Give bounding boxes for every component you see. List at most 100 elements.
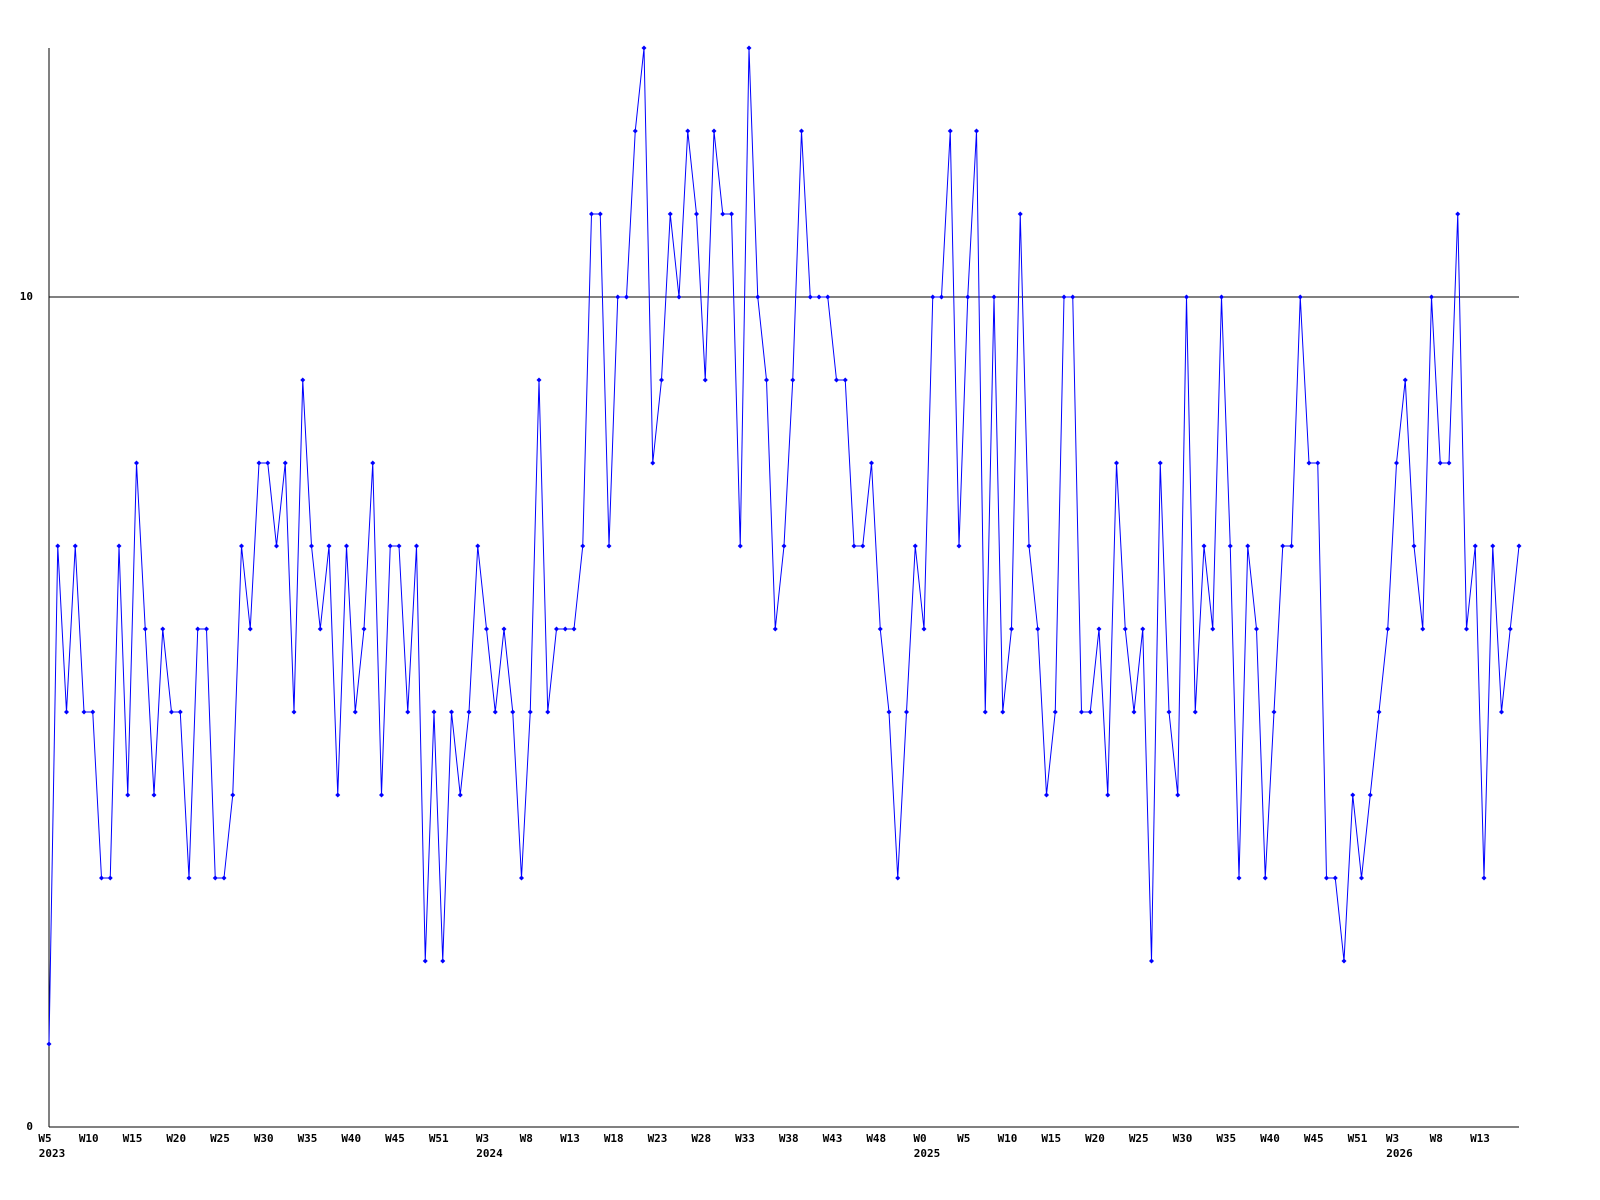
data-point bbox=[492, 709, 498, 715]
data-point bbox=[457, 792, 463, 798]
year-label: 2024 bbox=[476, 1147, 503, 1160]
data-point bbox=[125, 792, 131, 798]
data-point bbox=[1105, 792, 1111, 798]
x-tick-label: W51 bbox=[1348, 1132, 1368, 1145]
x-tick-label: W5 bbox=[38, 1132, 51, 1145]
data-point bbox=[956, 543, 962, 549]
data-point bbox=[1289, 543, 1294, 549]
x-tick-label: W8 bbox=[1430, 1132, 1443, 1145]
x-tick-label: W3 bbox=[476, 1132, 489, 1145]
data-point bbox=[256, 460, 262, 466]
data-point bbox=[1157, 460, 1163, 466]
data-point bbox=[1052, 709, 1058, 715]
data-point bbox=[212, 875, 218, 881]
data-point bbox=[160, 626, 166, 632]
data-point bbox=[387, 543, 393, 549]
data-point bbox=[1481, 875, 1487, 881]
data-point bbox=[1219, 294, 1224, 300]
data-point bbox=[781, 543, 787, 549]
data-point bbox=[851, 543, 857, 549]
data-point bbox=[947, 128, 953, 134]
data-point bbox=[1000, 709, 1006, 715]
x-tick-label: W15 bbox=[1041, 1132, 1061, 1145]
data-point bbox=[204, 626, 209, 632]
data-point bbox=[624, 294, 629, 300]
y-tick-label: 10 bbox=[20, 290, 33, 303]
data-point bbox=[1490, 543, 1496, 549]
data-point bbox=[300, 377, 306, 383]
data-point bbox=[309, 543, 314, 549]
data-point bbox=[1009, 626, 1014, 632]
data-point bbox=[991, 294, 997, 300]
x-tick-label: W38 bbox=[779, 1132, 799, 1145]
data-point bbox=[860, 543, 866, 549]
data-point bbox=[921, 626, 927, 632]
data-point bbox=[1026, 543, 1032, 549]
data-point bbox=[615, 294, 621, 300]
x-tick-label: W0 bbox=[913, 1132, 926, 1145]
data-point bbox=[422, 958, 428, 964]
data-point bbox=[790, 377, 796, 383]
data-point bbox=[895, 875, 901, 881]
data-point bbox=[361, 626, 367, 632]
data-point bbox=[1306, 460, 1312, 466]
data-point bbox=[877, 626, 883, 632]
data-point bbox=[55, 543, 61, 549]
year-label: 2026 bbox=[1386, 1147, 1413, 1160]
data-point bbox=[799, 128, 804, 134]
data-point bbox=[1385, 626, 1391, 632]
data-point bbox=[1332, 875, 1338, 881]
data-point bbox=[326, 543, 332, 549]
data-point bbox=[834, 377, 839, 383]
data-point bbox=[1499, 709, 1504, 715]
data-point bbox=[405, 709, 411, 715]
x-tick-label: W48 bbox=[866, 1132, 886, 1145]
data-point bbox=[1297, 294, 1303, 300]
data-point bbox=[676, 294, 682, 300]
data-point bbox=[1262, 875, 1268, 881]
x-tick-label: W35 bbox=[298, 1132, 318, 1145]
data-point bbox=[449, 709, 454, 715]
data-point bbox=[195, 626, 201, 632]
x-tick-label: W51 bbox=[429, 1132, 449, 1145]
x-tick-label: W45 bbox=[1304, 1132, 1324, 1145]
data-point bbox=[1210, 626, 1216, 632]
data-point bbox=[352, 709, 358, 715]
data-point bbox=[825, 294, 831, 300]
data-point bbox=[580, 543, 586, 549]
data-point bbox=[1044, 792, 1049, 798]
data-point bbox=[1341, 958, 1347, 964]
data-point bbox=[1166, 709, 1172, 715]
data-point bbox=[1184, 294, 1189, 300]
data-point bbox=[396, 543, 402, 549]
data-point bbox=[379, 792, 384, 798]
data-point bbox=[1437, 460, 1443, 466]
data-point bbox=[1192, 709, 1198, 715]
data-point bbox=[1254, 626, 1259, 632]
data-point bbox=[186, 875, 192, 881]
data-point bbox=[1446, 460, 1452, 466]
data-point bbox=[1394, 460, 1399, 466]
data-point bbox=[982, 709, 988, 715]
data-point bbox=[1079, 709, 1084, 715]
data-point bbox=[1175, 792, 1181, 798]
data-point bbox=[694, 211, 699, 217]
data-point bbox=[974, 128, 979, 134]
x-tick-label: W30 bbox=[1173, 1132, 1193, 1145]
data-point bbox=[1429, 294, 1434, 300]
data-point bbox=[291, 709, 297, 715]
data-point bbox=[177, 709, 183, 715]
x-tick-label: W40 bbox=[1260, 1132, 1280, 1145]
data-point bbox=[431, 709, 437, 715]
data-point bbox=[571, 626, 577, 632]
data-point bbox=[274, 543, 279, 549]
x-tick-label: W25 bbox=[1129, 1132, 1149, 1145]
data-point bbox=[46, 1041, 52, 1047]
data-point bbox=[414, 543, 419, 549]
x-tick-label: W13 bbox=[560, 1132, 580, 1145]
data-point bbox=[1061, 294, 1067, 300]
year-label: 2023 bbox=[39, 1147, 66, 1160]
data-point bbox=[632, 128, 638, 134]
data-point bbox=[1455, 211, 1461, 217]
data-point bbox=[239, 543, 244, 549]
